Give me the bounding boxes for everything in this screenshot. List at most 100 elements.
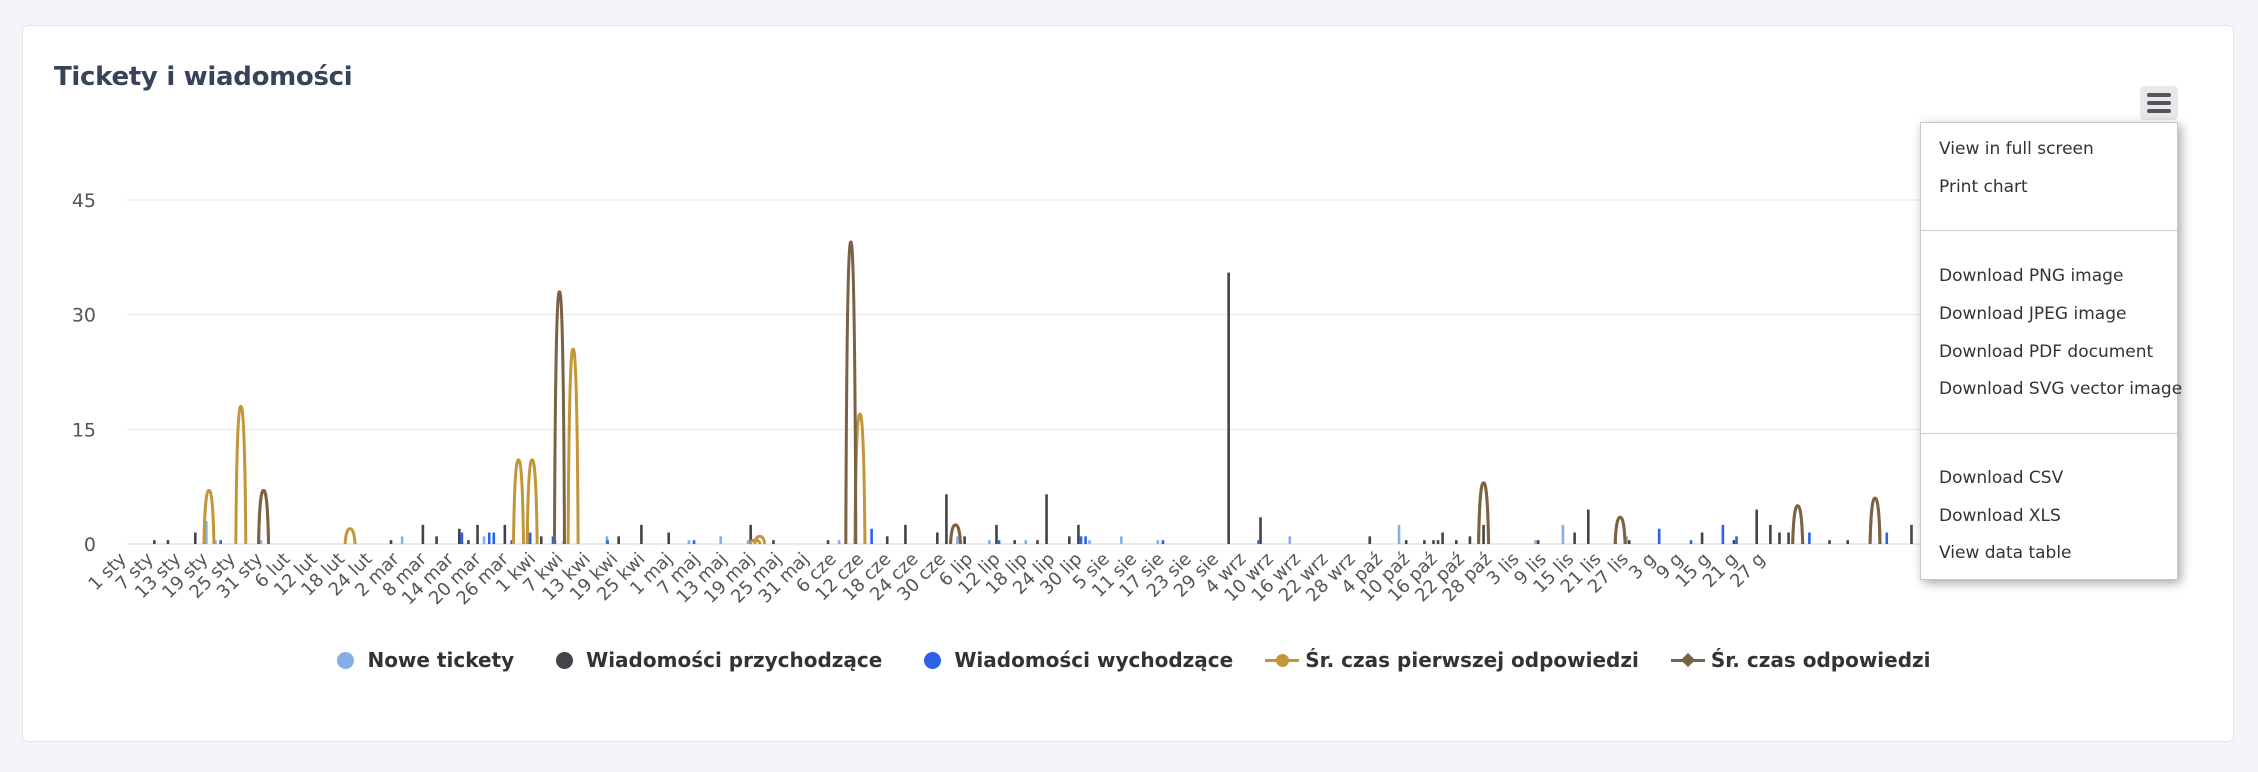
bar (1404, 540, 1408, 544)
bar (476, 524, 479, 544)
bar (1024, 540, 1028, 544)
bar (640, 524, 643, 544)
legend-label: Śr. czas pierwszej odpowiedzi (1305, 648, 1639, 672)
legend-label: Wiadomości przychodzące (586, 648, 883, 672)
bar (1573, 532, 1576, 544)
bar (606, 540, 609, 544)
line-segment (1791, 504, 1805, 545)
bar (963, 536, 966, 544)
bar (1586, 509, 1590, 544)
bar (1625, 536, 1628, 544)
bar (749, 524, 752, 544)
bar (214, 540, 217, 544)
bar (1227, 272, 1230, 544)
line-segment (234, 404, 248, 545)
bar (400, 536, 404, 544)
bar (1423, 540, 1426, 544)
bar (1735, 536, 1738, 544)
bar (1441, 532, 1444, 544)
line-segment (525, 458, 539, 545)
line-segment (257, 488, 271, 545)
line-segment (1868, 496, 1882, 545)
bar (539, 536, 543, 544)
legend-item-wiadomosci-wychodzace[interactable]: Wiadomości wychodzące (914, 648, 1233, 672)
bar (1910, 524, 1913, 544)
bar (945, 494, 948, 544)
bar (870, 528, 873, 544)
bar (1627, 540, 1631, 544)
menu-item-print-chart[interactable]: Print chart (1939, 177, 2028, 197)
bar (1288, 536, 1292, 544)
context-menu-button[interactable] (2140, 86, 2178, 120)
bar (687, 540, 691, 544)
legend-label: Śr. czas odpowiedzi (1710, 648, 1931, 672)
bar (667, 532, 671, 544)
legend-label: Nowe tickety (367, 648, 515, 672)
bar (997, 540, 1001, 544)
bar (467, 540, 470, 544)
menu-item-download-csv[interactable]: Download CSV (1939, 468, 2064, 488)
menu-separator (1921, 433, 2177, 434)
bar (1468, 536, 1472, 544)
bar (1657, 528, 1661, 544)
bar (1259, 517, 1262, 544)
bar (1156, 540, 1160, 544)
bar (617, 536, 620, 544)
bar (1721, 524, 1725, 544)
bar (995, 524, 998, 544)
bar (435, 536, 438, 544)
line-segment (343, 527, 357, 545)
line-segment (1613, 515, 1627, 545)
bar (487, 532, 491, 544)
menu-item-view-data-table[interactable]: View data table (1939, 543, 2072, 563)
legend-item-sr-czas-odpowiedzi[interactable]: Śr. czas odpowiedzi (1670, 648, 1931, 672)
menu-item-full-screen[interactable]: View in full screen (1939, 139, 2094, 159)
bar (219, 540, 222, 544)
bar (1257, 540, 1260, 544)
line-segment (552, 290, 566, 545)
line-segment (566, 347, 580, 545)
bar (1482, 524, 1485, 544)
bar (1161, 540, 1165, 544)
bar (772, 540, 775, 544)
legend-item-nowe-tickety[interactable]: Nowe tickety (327, 648, 514, 672)
bar (1120, 536, 1123, 544)
line-segment (202, 488, 216, 545)
bar (1084, 536, 1087, 544)
legend-symbol (914, 650, 948, 670)
menu-separator (1921, 230, 2177, 231)
bar (1436, 540, 1440, 544)
legend-item-sr-czas-pierwszej-odpowiedzi[interactable]: Śr. czas pierwszej odpowiedzi (1265, 648, 1639, 672)
bar (1536, 540, 1540, 544)
bar (1534, 540, 1537, 544)
legend-label: Wiadomości wychodzące (954, 648, 1234, 672)
bar (1769, 524, 1772, 544)
chart-title: Tickety i wiadomości (54, 62, 353, 92)
bar (205, 521, 208, 544)
bar (1778, 532, 1781, 544)
bar (1828, 540, 1831, 544)
bar (746, 540, 750, 544)
bar (1755, 509, 1759, 544)
bar (421, 524, 425, 544)
menu-item-download-xls[interactable]: Download XLS (1939, 506, 2061, 526)
menu-item-download-pdf[interactable]: Download PDF document (1939, 342, 2154, 362)
bar (1689, 540, 1693, 544)
legend-symbol (1265, 650, 1300, 670)
menu-item-download-svg[interactable]: Download SVG vector image (1939, 379, 2183, 399)
bar (460, 532, 464, 544)
bar (1885, 532, 1889, 544)
menu-item-download-png[interactable]: Download PNG image (1939, 266, 2124, 286)
chart-legend: Nowe tickety Wiadomości przychodzące Wia… (0, 648, 2258, 672)
chart-card (22, 25, 2234, 742)
bar (1846, 540, 1850, 544)
bar (605, 536, 609, 544)
y-tick-label: 30 (72, 305, 96, 327)
menu-item-download-jpeg[interactable]: Download JPEG image (1939, 304, 2127, 324)
bar (1079, 536, 1083, 544)
bar (153, 540, 156, 544)
legend-symbol (327, 650, 361, 670)
legend-item-wiadomosci-przychodzace[interactable]: Wiadomości przychodzące (546, 648, 882, 672)
bar (458, 528, 461, 544)
bar (885, 536, 889, 544)
